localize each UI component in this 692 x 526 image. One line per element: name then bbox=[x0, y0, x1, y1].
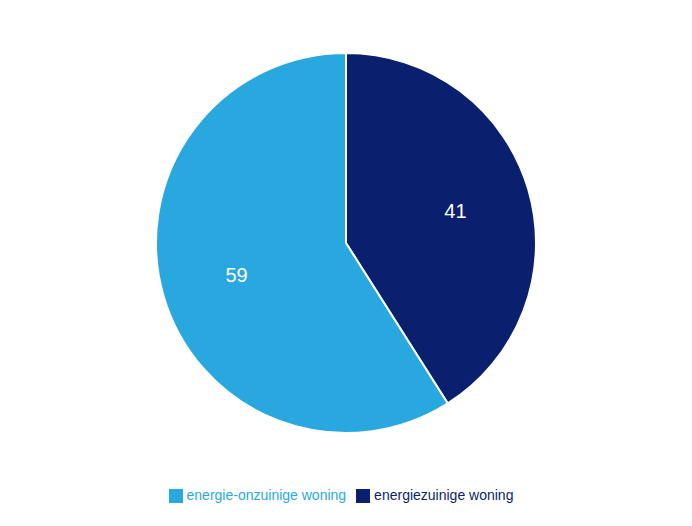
svg-text:59: 59 bbox=[225, 264, 247, 286]
html-text:energie-onzuinige woning: energie-onzuinige woning bbox=[186, 486, 347, 503]
html-text:energiezuinige woning: energiezuinige woning bbox=[374, 486, 514, 503]
svg-text:41: 41 bbox=[444, 200, 466, 222]
